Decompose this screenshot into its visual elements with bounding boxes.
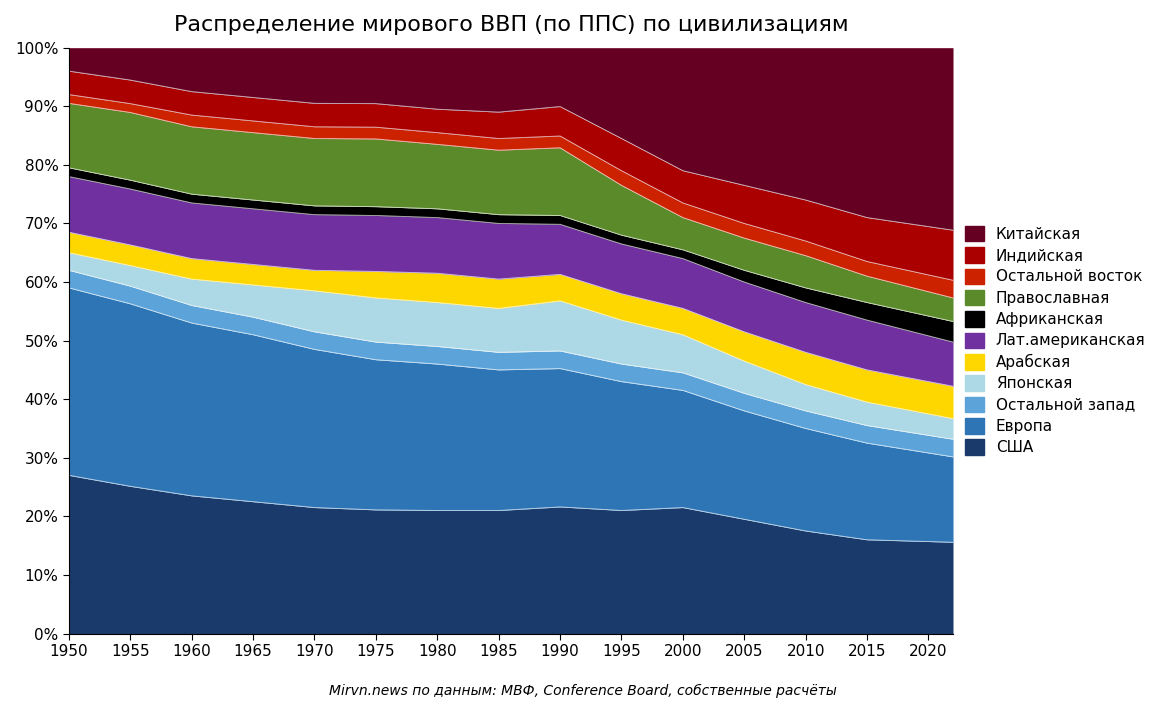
Legend: Китайская, Индийская, Остальной восток, Православная, Африканская, Лат.американс: Китайская, Индийская, Остальной восток, … (961, 221, 1150, 460)
Text: Mirvn.news по данным: МВФ, Conference Board, собственные расчёты: Mirvn.news по данным: МВФ, Conference Bo… (329, 684, 836, 698)
Title: Распределение мирового ВВП (по ППС) по цивилизациям: Распределение мирового ВВП (по ППС) по ц… (174, 15, 848, 35)
